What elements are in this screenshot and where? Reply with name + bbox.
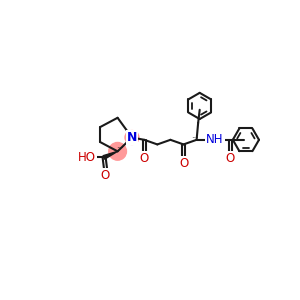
- Text: O: O: [140, 152, 149, 165]
- Polygon shape: [103, 151, 118, 159]
- Text: ···: ···: [116, 145, 124, 154]
- Circle shape: [125, 130, 139, 144]
- Text: O: O: [179, 157, 188, 170]
- Text: O: O: [101, 169, 110, 182]
- Text: NH: NH: [206, 133, 224, 146]
- Circle shape: [109, 142, 127, 160]
- Text: ···: ···: [191, 134, 199, 143]
- Text: HO: HO: [78, 151, 96, 164]
- Text: O: O: [226, 152, 235, 165]
- Text: N: N: [127, 131, 137, 144]
